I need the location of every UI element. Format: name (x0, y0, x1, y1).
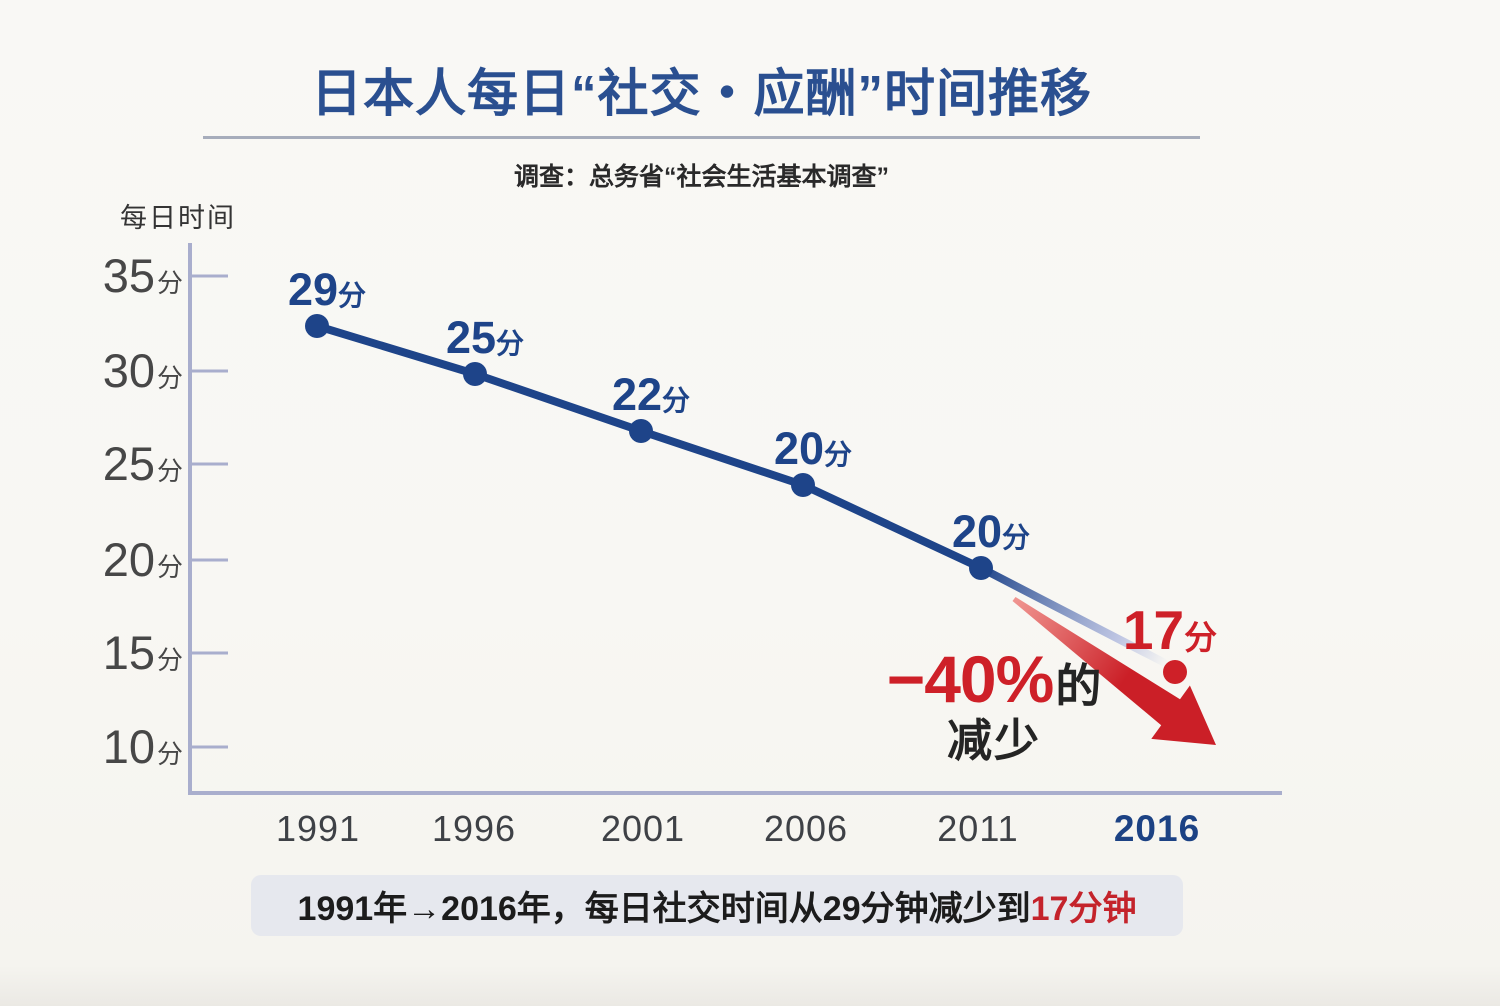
y-tick-label: 15分 (102, 626, 183, 679)
value-label-2016: 17分 (1122, 599, 1218, 661)
y-tick-label: 25分 (102, 437, 183, 490)
decrease-annotation: −40% 的 减少 (863, 646, 1125, 763)
y-tick-label: 30分 (102, 344, 183, 397)
x-tick-label-1996: 1996 (431, 808, 517, 849)
data-point (305, 314, 329, 338)
data-point-2016 (1163, 660, 1187, 684)
value-label: 29分 (287, 264, 367, 315)
x-tick-label-2001: 2001 (600, 808, 686, 849)
data-point (629, 419, 653, 443)
x-tick-label-2016: 2016 (1113, 808, 1201, 849)
decline-arrow (1012, 597, 1216, 745)
header: 日本人每日“社交・应酬”时间推移 调查：总务省“社会生活基本调查” (203, 0, 1200, 193)
trend-line (313, 322, 985, 572)
data-point (969, 556, 993, 580)
y-tick-label: 10分 (102, 720, 183, 773)
summary-highlight: 17分钟 (1030, 890, 1137, 928)
value-label: 22分 (611, 369, 691, 420)
decrease-percent: −40% (886, 642, 1055, 716)
page-title: 日本人每日“社交・应酬”时间推移 (310, 65, 1092, 122)
data-point (463, 362, 487, 386)
summary-text: 1991年→2016年，每日社交时间从29分钟减少到 (297, 890, 1031, 928)
decrease-annotation-line1: −40% 的 (887, 646, 1102, 712)
source-subtitle: 调查：总务省“社会生活基本调查” (513, 163, 889, 192)
x-tick-label-1991: 1991 (275, 808, 361, 849)
value-label: 20分 (773, 423, 853, 474)
decrease-word: 减少 (946, 715, 1041, 766)
value-label: 20分 (951, 506, 1031, 557)
title-divider (203, 136, 1200, 140)
decrease-suffix: 的 (1055, 660, 1102, 712)
y-axis-title: 每日时间 (120, 203, 236, 233)
y-tick-label: 20分 (102, 533, 183, 586)
value-label: 25分 (445, 312, 525, 363)
axis-lines (188, 243, 1282, 795)
trend-line-fading-segment (977, 564, 1167, 666)
data-point (791, 473, 815, 497)
summary-banner: 1991年→2016年，每日社交时间从29分钟减少到 17分钟 (251, 875, 1183, 936)
y-tick-label: 35分 (102, 249, 183, 302)
x-tick-label-2006: 2006 (763, 808, 849, 849)
x-tick-label-2011: 2011 (937, 808, 1019, 849)
